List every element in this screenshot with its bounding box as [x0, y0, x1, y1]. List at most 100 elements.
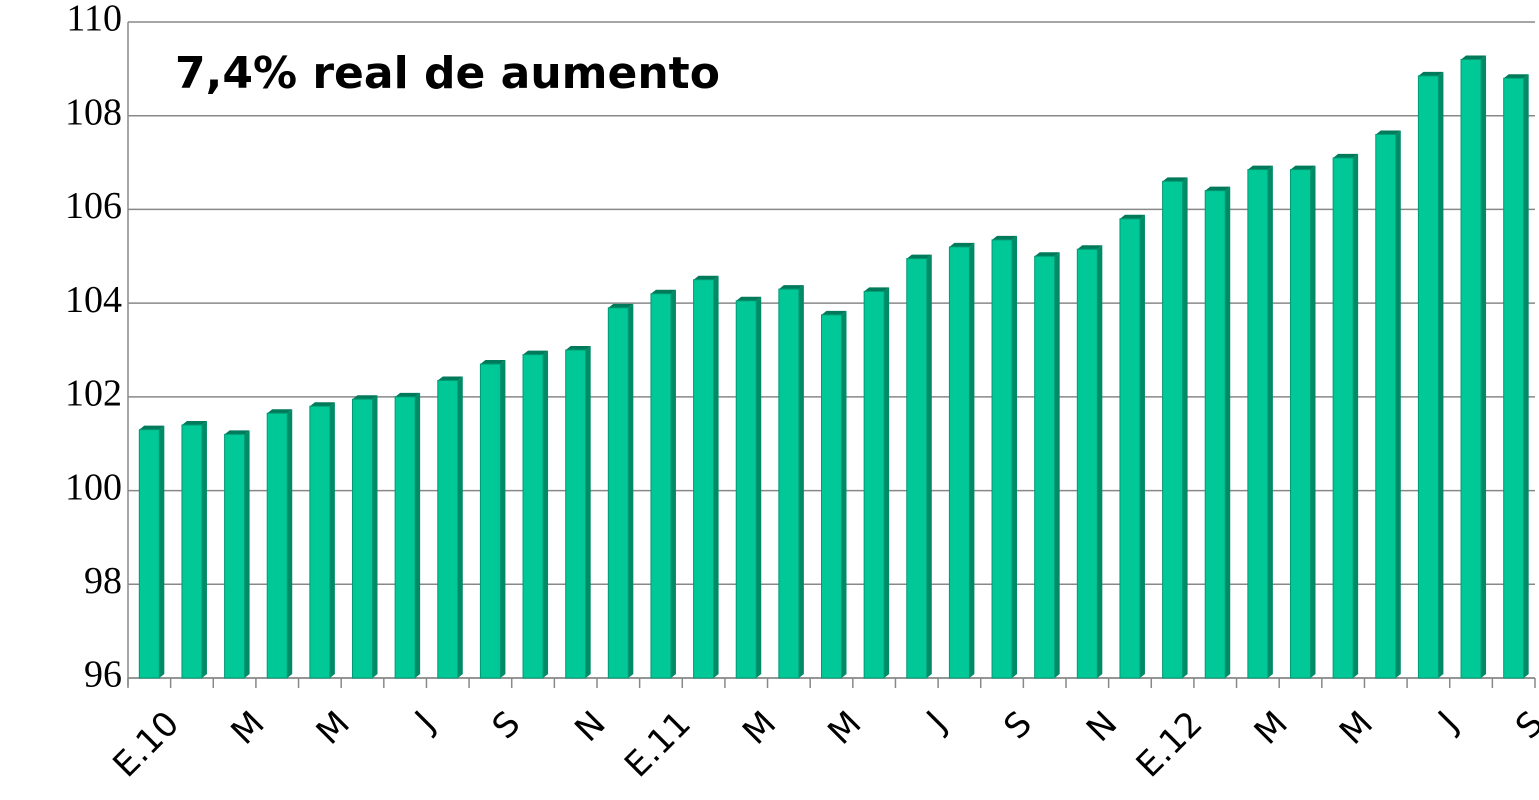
bar-top — [1247, 165, 1273, 170]
bar — [948, 246, 970, 679]
y-tick-label: 100 — [65, 466, 122, 508]
bar-top — [437, 376, 463, 381]
y-tick-label: 98 — [84, 560, 122, 602]
x-tick-label: M — [1332, 704, 1381, 753]
bar — [138, 429, 160, 679]
bar-side — [628, 303, 634, 678]
bar — [991, 239, 1013, 679]
x-tick-label: M — [735, 704, 784, 753]
bar — [266, 412, 288, 679]
bar — [906, 258, 928, 679]
annotation: 7,4% real de aumento — [175, 48, 720, 99]
bar-side — [500, 360, 506, 678]
bar-side — [1353, 153, 1359, 678]
bar-side — [1395, 130, 1401, 678]
bar-top — [1503, 74, 1529, 79]
bar-side — [926, 254, 932, 678]
x-tick-label: M — [223, 704, 272, 753]
bar — [352, 398, 373, 679]
x-tick-label: E.10 — [106, 704, 188, 786]
bar — [1417, 75, 1439, 679]
bar-top — [736, 296, 762, 301]
bar-top — [1375, 130, 1401, 135]
bar-top — [1119, 214, 1145, 219]
bar — [863, 290, 885, 679]
bar-top — [693, 275, 719, 280]
bar-side — [585, 346, 591, 678]
x-tick-label: N — [567, 704, 613, 750]
x-tick-label: S — [996, 704, 1040, 748]
bar — [607, 307, 629, 679]
bar-side — [884, 287, 890, 678]
bar-top — [864, 287, 890, 292]
y-tick-label: 110 — [66, 0, 122, 40]
bar — [693, 279, 715, 679]
bar — [1162, 180, 1184, 679]
bar-side — [1481, 55, 1487, 678]
bar — [1119, 218, 1141, 679]
bar-side — [1054, 252, 1060, 679]
y-tick-label: 104 — [65, 279, 122, 321]
bar-top — [821, 310, 847, 315]
bar — [1375, 133, 1397, 679]
bar-side — [159, 425, 165, 678]
bar-side — [415, 392, 421, 678]
x-tick-label: M — [309, 704, 358, 753]
bar — [479, 363, 501, 679]
bar-side — [543, 350, 549, 678]
bar-top — [1162, 177, 1188, 182]
bar-top — [523, 350, 549, 355]
bar-side — [1139, 214, 1145, 679]
x-tick-label: M — [1247, 704, 1296, 753]
bar — [1460, 58, 1482, 679]
bar-side — [1523, 74, 1529, 678]
bar-side — [969, 242, 975, 678]
x-tick-label: E.11 — [617, 704, 699, 786]
bar-side — [670, 289, 676, 678]
bar-top — [395, 392, 421, 397]
x-tick-label: S — [1508, 704, 1539, 748]
bar-top — [1034, 252, 1060, 257]
bar-side — [1310, 165, 1316, 679]
bar — [821, 314, 842, 679]
x-tick-label: J — [406, 704, 443, 741]
bar — [565, 349, 587, 679]
bar-side — [201, 420, 207, 678]
bar-side — [457, 376, 463, 678]
bar — [735, 300, 757, 679]
bar — [437, 379, 459, 679]
bar-side — [329, 402, 335, 678]
bar-side — [1182, 177, 1188, 679]
bar-top — [1418, 71, 1444, 76]
bar — [1247, 169, 1269, 679]
bar — [394, 396, 416, 679]
bar-top — [139, 425, 165, 430]
bar-top — [949, 242, 975, 247]
bar-side — [1012, 235, 1018, 678]
bar-side — [372, 395, 378, 678]
bar-side — [798, 285, 804, 678]
bar — [650, 293, 672, 679]
bar-top — [1290, 165, 1316, 170]
bar-side — [756, 296, 762, 678]
bar-top — [992, 235, 1018, 240]
y-tick-label: 108 — [65, 91, 122, 133]
x-tick-label: J — [918, 704, 955, 741]
bar — [1076, 248, 1098, 679]
x-tick-label: E.12 — [1129, 704, 1211, 786]
bar — [1332, 157, 1354, 679]
bar — [1503, 77, 1525, 679]
bar-top — [906, 254, 932, 259]
bar-top — [1205, 186, 1231, 191]
bar-top — [565, 346, 591, 350]
x-tick-label: N — [1079, 704, 1125, 750]
bar-top — [309, 402, 335, 407]
bar — [778, 288, 800, 679]
bar-top — [352, 395, 378, 400]
bar — [1034, 255, 1056, 679]
bar-side — [713, 275, 719, 678]
bar-side — [244, 430, 250, 678]
x-tick-label: M — [820, 704, 869, 753]
